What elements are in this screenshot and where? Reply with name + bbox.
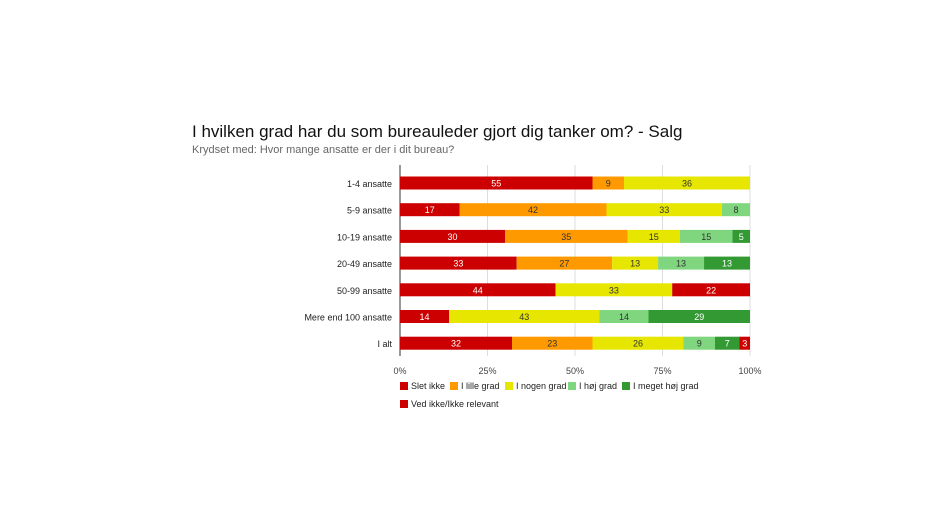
bar-segment [512, 336, 593, 350]
data-label: 15 [649, 232, 659, 242]
data-label: 8 [733, 205, 738, 215]
x-tick-label: 25% [478, 366, 496, 376]
category-label: 5-9 ansatte [347, 206, 392, 216]
chart-subtitle: Krydset med: Hvor mange ansatte er der i… [192, 144, 455, 156]
data-label: 9 [606, 179, 611, 189]
chart-title: I hvilken grad har du som bureauleder gj… [192, 122, 683, 141]
bar-segment [648, 310, 750, 323]
data-label: 22 [706, 285, 716, 295]
legend-swatch [400, 382, 408, 390]
bar-segment [612, 256, 659, 270]
legend-swatch [622, 382, 630, 390]
bar-segment [516, 256, 613, 270]
bar-segment [624, 176, 750, 190]
data-label: 33 [659, 205, 669, 215]
bar-segment [459, 203, 607, 217]
legend-swatch [450, 382, 458, 390]
data-label: 33 [609, 285, 619, 295]
data-label: 36 [682, 179, 692, 189]
data-label: 9 [697, 339, 702, 349]
x-tick-label: 0% [393, 366, 406, 376]
category-label: I alt [377, 339, 392, 349]
legend-label: I meget høj grad [633, 381, 699, 391]
data-label: 26 [633, 339, 643, 349]
bar-segment [592, 336, 684, 350]
bar-segment [627, 229, 680, 243]
bar-segment [400, 336, 512, 350]
data-label: 23 [547, 339, 557, 349]
bar-segment [505, 229, 628, 243]
legend-swatch [568, 382, 576, 390]
bar-segment [400, 176, 593, 190]
data-label: 32 [451, 339, 461, 349]
data-label: 13 [722, 259, 732, 269]
bar-segment [599, 310, 649, 323]
bar-segment [449, 310, 600, 323]
category-label: 50-99 ansatte [337, 286, 392, 296]
legend-label: Slet ikke [411, 381, 445, 391]
bar-segment [732, 229, 750, 243]
x-tick-label: 50% [566, 366, 584, 376]
bar-segment [555, 283, 673, 297]
bar-segment [400, 229, 505, 243]
legend-swatch [400, 400, 408, 408]
legend-label: I nogen grad [516, 381, 567, 391]
category-label: 1-4 ansatte [347, 179, 392, 189]
bar-segment [704, 256, 750, 270]
bar-segment [400, 256, 517, 270]
bar-segment [658, 256, 705, 270]
data-label: 35 [561, 232, 571, 242]
bar-segment [606, 203, 722, 217]
data-label: 44 [473, 285, 483, 295]
x-tick-label: 100% [738, 366, 761, 376]
data-label: 27 [559, 259, 569, 269]
category-label: 10-19 ansatte [337, 232, 392, 242]
bar-segment [592, 176, 624, 190]
data-label: 33 [453, 259, 463, 269]
legend-label: I høj grad [579, 381, 617, 391]
legend-label: Ved ikke/Ikke relevant [411, 399, 499, 409]
data-label: 7 [725, 339, 730, 349]
data-label: 14 [619, 312, 629, 322]
data-label: 15 [701, 232, 711, 242]
data-label: 42 [528, 205, 538, 215]
legend-label: I lille grad [461, 381, 500, 391]
data-label: 13 [630, 259, 640, 269]
bar-segment [683, 336, 715, 350]
bar-segment [672, 283, 750, 297]
bar-segment [722, 203, 750, 217]
bar-segment [400, 203, 460, 217]
x-tick-label: 75% [653, 366, 671, 376]
data-label: 3 [742, 339, 747, 349]
data-label: 29 [694, 312, 704, 322]
bar-segment [739, 336, 750, 350]
bar-segment [400, 310, 449, 323]
legend-swatch [505, 382, 513, 390]
data-label: 30 [447, 232, 457, 242]
bar-segment [680, 229, 733, 243]
data-label: 14 [419, 312, 429, 322]
data-label: 55 [491, 179, 501, 189]
bar-segment [715, 336, 740, 350]
data-label: 5 [739, 232, 744, 242]
data-label: 17 [425, 205, 435, 215]
bar-segment [400, 283, 556, 297]
category-label: 20-49 ansatte [337, 259, 392, 269]
category-label: Mere end 100 ansatte [304, 313, 392, 323]
data-label: 13 [676, 259, 686, 269]
data-label: 43 [519, 312, 529, 322]
